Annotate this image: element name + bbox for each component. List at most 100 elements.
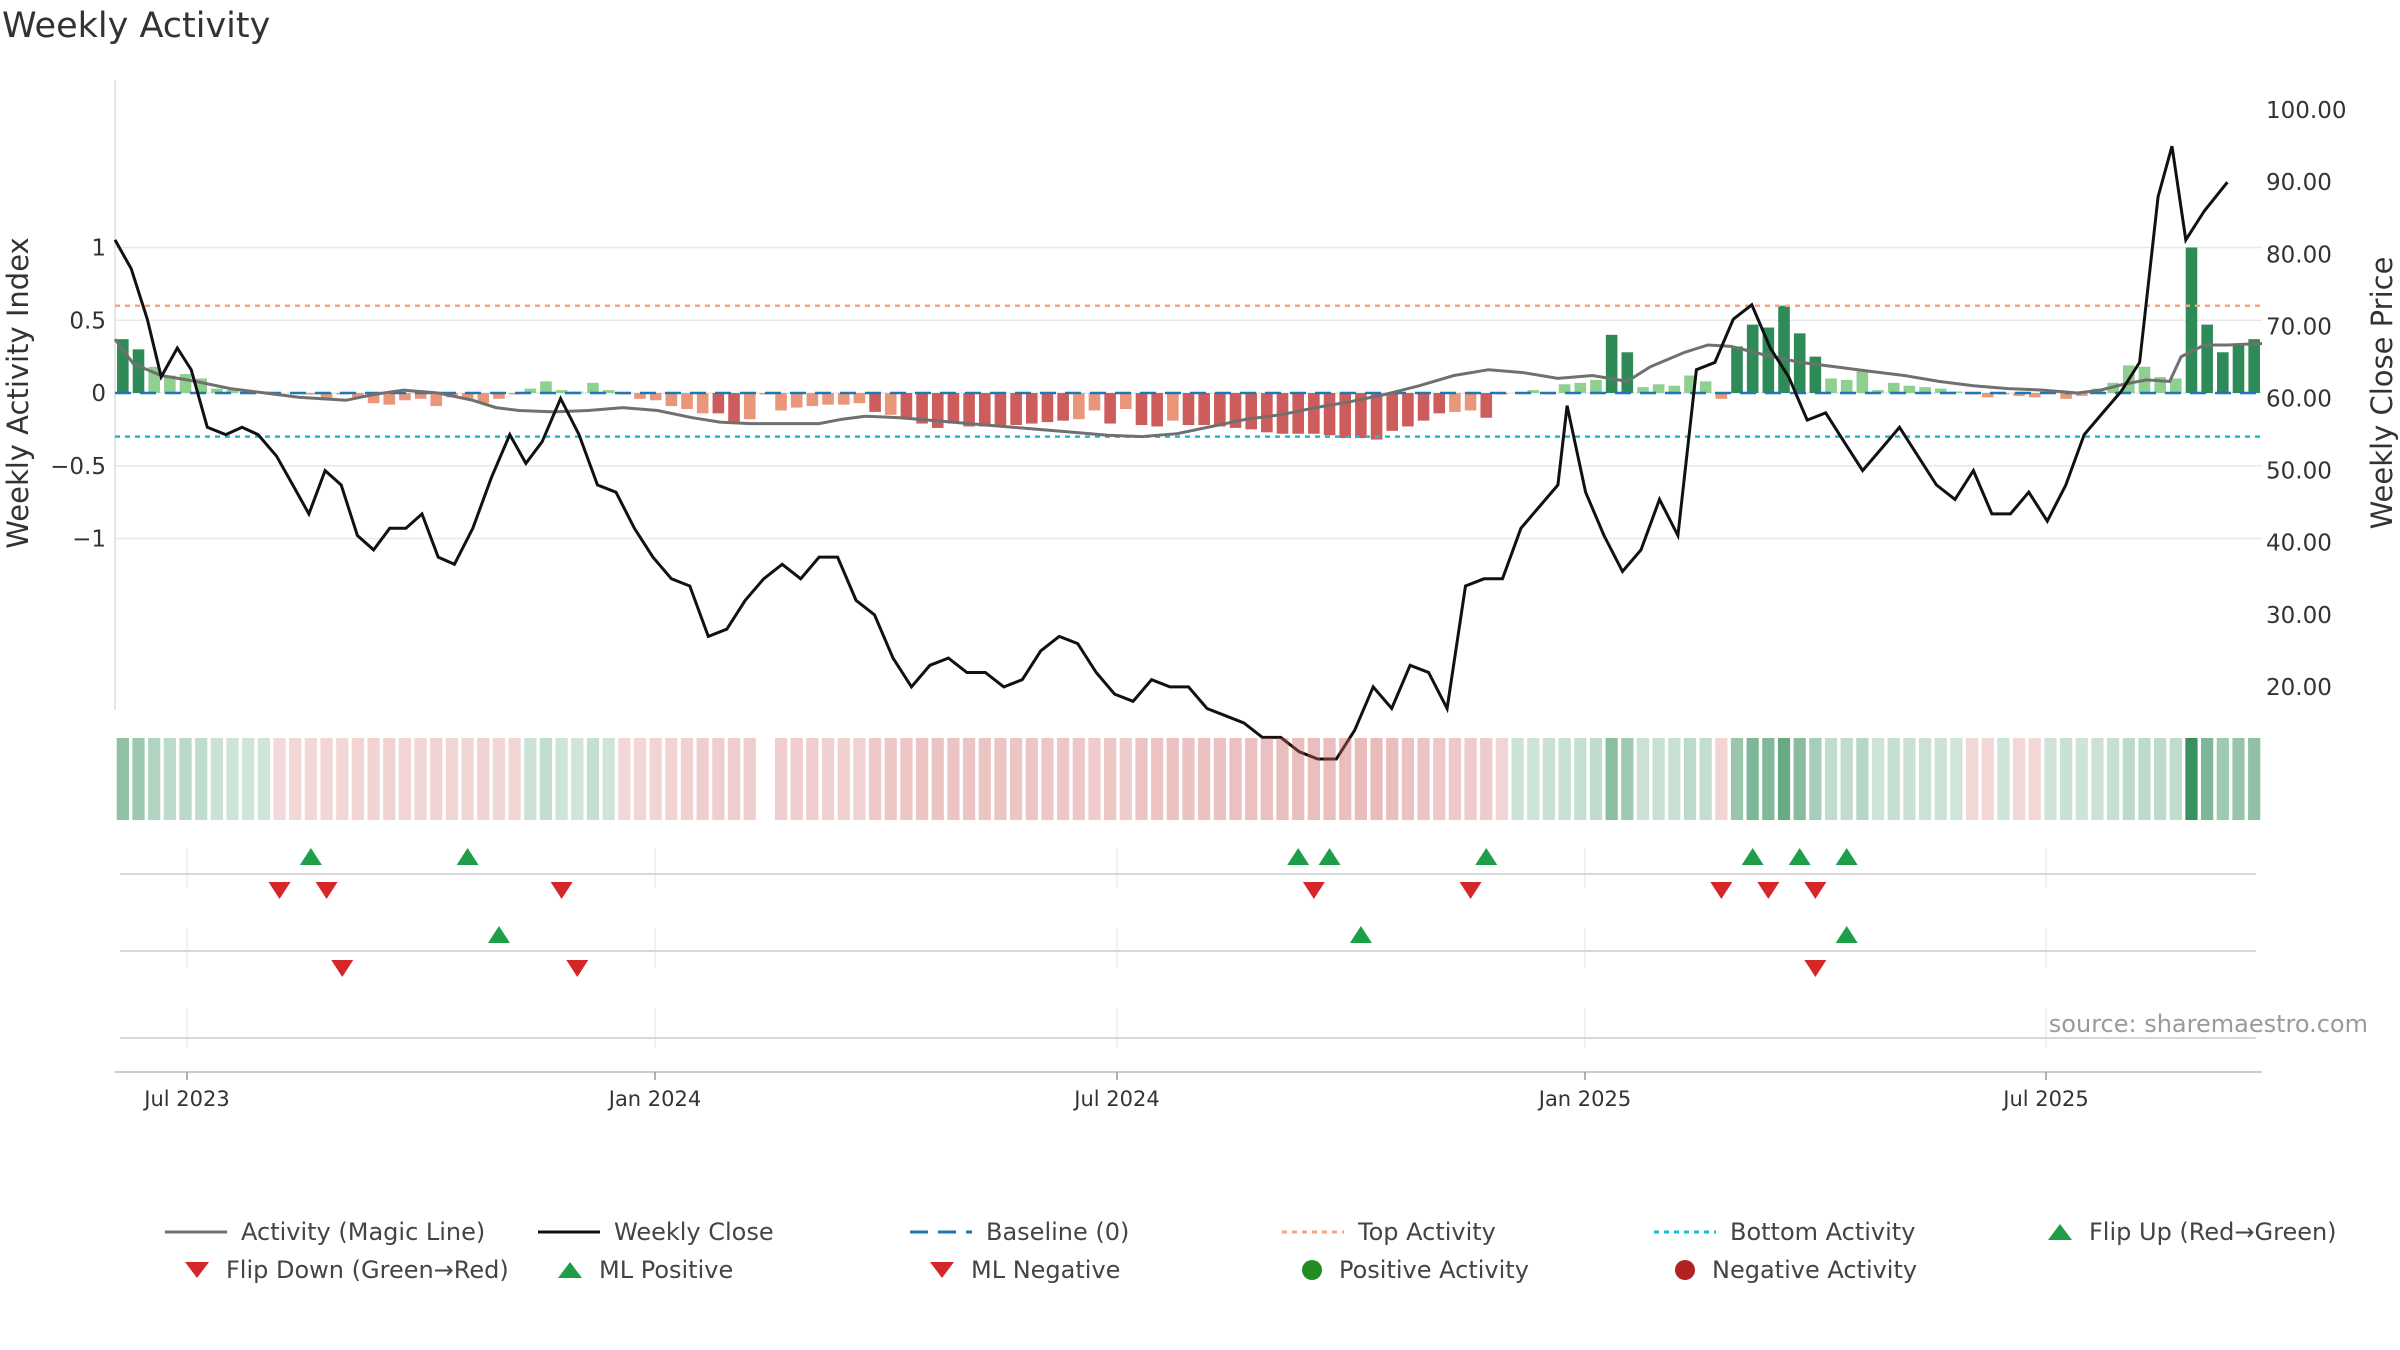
heat-cell (1354, 738, 1367, 820)
heat-cell (163, 738, 176, 820)
activity-bar (430, 393, 443, 407)
heat-cell (743, 738, 756, 820)
heat-cell (602, 738, 615, 820)
heat-cell (1057, 738, 1070, 820)
heat-cell (2248, 738, 2261, 820)
legend-label: Activity (Magic Line) (241, 1218, 486, 1246)
heat-cell (1072, 738, 1085, 820)
heat-cell (1699, 738, 1712, 820)
date-tick-label: Jul 2023 (142, 1087, 229, 1111)
legend-item: Activity (Magic Line) (165, 1218, 485, 1246)
activity-bar (305, 393, 317, 395)
heat-cell (2216, 738, 2229, 820)
activity-bar (320, 393, 333, 401)
heat-cell (1229, 738, 1242, 820)
left-tick-label: −1 (72, 527, 106, 553)
legend-label: Top Activity (1358, 1218, 1496, 1246)
activity-bar (790, 393, 803, 408)
activity-bar (1464, 393, 1477, 411)
activity-bar (524, 388, 537, 393)
activity-bar (399, 393, 411, 401)
heat-cell (633, 738, 647, 820)
right-tick-label: 70.00 (2266, 314, 2332, 340)
ml-positive-marker (1835, 926, 1858, 943)
left-tick-label: 0.5 (69, 308, 106, 334)
date-tick-label: Jul 2024 (1072, 1087, 1159, 1111)
activity-bar (1182, 393, 1195, 426)
date-axis: Jul 2023 Jan 2024 Jul 2024 Jan 2025 Jul 2025 (115, 1071, 2262, 1111)
legend-label: Flip Down (Green→Red) (226, 1256, 509, 1284)
heat-cell (179, 738, 192, 820)
heat-cell (712, 738, 725, 820)
heat-cell (2012, 738, 2026, 820)
heat-cell (1527, 738, 1540, 820)
activity-bar (383, 393, 396, 405)
activity-bar (148, 366, 160, 393)
activity-bar (806, 393, 819, 407)
activity-bar (2232, 344, 2245, 393)
heat-cell (210, 738, 223, 820)
heat-cell (242, 738, 255, 820)
flip-up-marker (1741, 848, 1764, 865)
activity-bar (1308, 393, 1320, 434)
activity-bar (1856, 371, 1869, 393)
heat-cell (680, 738, 694, 820)
activity-bar (1073, 393, 1085, 420)
activity-bar (508, 393, 521, 395)
activity-bar (1574, 382, 1587, 393)
heat-cell (1965, 738, 1979, 820)
activity-bar (1652, 384, 1665, 393)
activity-bar (1950, 391, 1963, 393)
heat-cell (1339, 738, 1352, 820)
ml-positive-marker (487, 926, 510, 943)
activity-chart: 1 0.5 0 −0.5 −1 100.00 90.00 80.00 70.00 60.00 50.… (1, 80, 2399, 1111)
legend-label: Baseline (0) (986, 1218, 1130, 1246)
activity-bar (1746, 324, 1759, 393)
heat-cell (1934, 738, 1947, 820)
heat-cell (336, 738, 349, 820)
heat-cell (1542, 738, 1556, 820)
right-tick-label: 50.00 (2266, 459, 2332, 485)
flip-down-marker (1302, 882, 1325, 899)
axis-ticks: 1 0.5 0 −0.5 −1 100.00 90.00 80.00 70.00 60.00 50.… (50, 98, 2346, 701)
heat-cell (1370, 738, 1383, 820)
heat-cell (1840, 738, 1853, 820)
activity-bar (1684, 375, 1696, 393)
heat-cell (2154, 738, 2167, 820)
legend-item: Weekly Close (538, 1218, 774, 1246)
heat-cell (132, 738, 145, 820)
heat-cell (1777, 738, 1791, 820)
flip-up-marker (456, 848, 479, 865)
signal-markers (120, 848, 2256, 1048)
heat-cell (555, 738, 568, 820)
activity-bar (1010, 393, 1022, 426)
activity-bar (853, 393, 866, 404)
heat-cell (1762, 738, 1775, 820)
heat-cell (1010, 738, 1023, 820)
activity-bar (649, 393, 662, 401)
heat-cell (1104, 738, 1117, 820)
activity-bar (1715, 393, 1728, 399)
legend: Activity (Magic Line) Weekly Close Baselin… (0, 1190, 2400, 1290)
activity-bar (1699, 381, 1712, 393)
activity-bar (696, 393, 709, 414)
activity-bar (978, 393, 991, 427)
activity-bar (1872, 390, 1884, 393)
heat-cell (1621, 738, 1634, 820)
heat-cell (1401, 738, 1415, 820)
activity-bar (2185, 247, 2198, 393)
series-lines (113, 145, 2263, 761)
activity-bar (728, 393, 740, 423)
heat-cell (1386, 738, 1399, 820)
flip-down-marker (268, 882, 291, 899)
heat-cell (1307, 738, 1320, 820)
right-tick-label: 20.00 (2266, 675, 2332, 701)
date-tick-label: Jan 2025 (1537, 1087, 1632, 1111)
right-tick-label: 40.00 (2266, 531, 2332, 557)
heat-cell (2232, 738, 2245, 820)
activity-bar (1981, 393, 1994, 398)
activity-bar (164, 375, 176, 393)
flip-up-marker (1475, 848, 1498, 865)
heat-cell (383, 738, 396, 820)
flip-up-marker (1318, 848, 1341, 865)
